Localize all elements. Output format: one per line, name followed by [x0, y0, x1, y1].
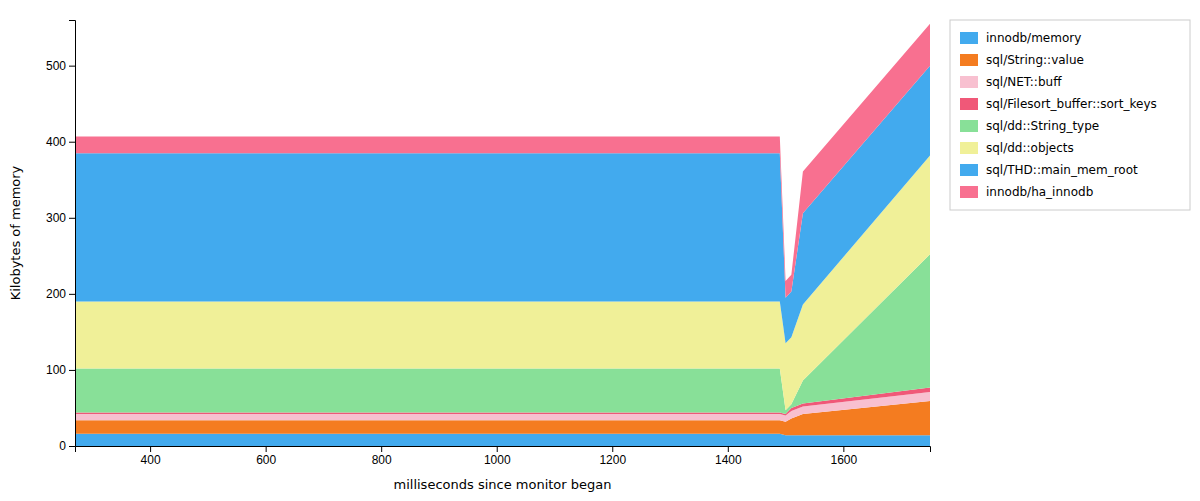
tick-mark	[381, 446, 382, 452]
legend-swatch	[960, 32, 978, 44]
tick: 200	[46, 287, 75, 301]
tick: 600	[256, 446, 276, 467]
tick: 1000	[484, 446, 511, 467]
tick: 0	[59, 439, 75, 453]
legend-swatch	[960, 120, 978, 132]
tick: 100	[46, 363, 75, 377]
plot: 400 600 800 1000 1200 1400 1600 0 100 200 300 400 50…	[46, 21, 931, 467]
tick-label: 400	[141, 453, 161, 467]
x-axis: 400 600 800 1000 1200 1400 1600	[76, 446, 931, 467]
legend-item: innodb/ha_innodb	[960, 185, 1093, 199]
tick-mark	[612, 446, 613, 452]
tick-label: 400	[46, 135, 66, 149]
legend-swatch	[960, 164, 978, 176]
tick-label: 100	[46, 363, 66, 377]
tick: 400	[141, 446, 161, 467]
legend-label: sql/dd::objects	[986, 141, 1074, 155]
legend-label: sql/THD::main_mem_root	[986, 163, 1138, 177]
tick-label: 1600	[830, 453, 857, 467]
legend-item: innodb/memory	[960, 31, 1081, 45]
legend-label: innodb/memory	[986, 31, 1081, 45]
x-axis-title: milliseconds since monitor began	[394, 477, 612, 492]
tick: 800	[372, 446, 392, 467]
axis-line	[69, 21, 76, 447]
tick-label: 500	[46, 59, 66, 73]
tick-mark	[69, 294, 75, 295]
axis-line	[76, 447, 931, 453]
tick-mark	[843, 446, 844, 452]
legend-item: sql/dd::objects	[960, 141, 1074, 155]
legend-item: sql/dd::String_type	[960, 119, 1099, 133]
tick-label: 300	[46, 211, 66, 225]
tick-mark	[69, 218, 75, 219]
tick-mark	[69, 142, 75, 143]
legend-item: sql/THD::main_mem_root	[960, 163, 1138, 177]
legend: innodb/memorysql/String::valuesql/NET::b…	[950, 20, 1190, 210]
tick-mark	[69, 370, 75, 371]
legend-label: sql/Filesort_buffer::sort_keys	[986, 97, 1157, 111]
legend-item: sql/NET::buff	[960, 75, 1062, 89]
legend-swatch	[960, 142, 978, 154]
legend-swatch	[960, 98, 978, 110]
tick-mark	[728, 446, 729, 452]
legend-box	[950, 20, 1190, 210]
tick-label: 1400	[715, 453, 742, 467]
tick-label: 200	[46, 287, 66, 301]
tick: 1600	[830, 446, 857, 467]
legend-label: sql/String::value	[986, 53, 1084, 67]
tick-mark	[266, 446, 267, 452]
legend-item: sql/String::value	[960, 53, 1084, 67]
legend-label: innodb/ha_innodb	[986, 185, 1093, 199]
chart: 400 600 800 1000 1200 1400 1600 0 100 200 300 400 50…	[0, 0, 1200, 501]
legend-label: sql/dd::String_type	[986, 119, 1099, 133]
legend-swatch	[960, 54, 978, 66]
tick: 400	[46, 135, 75, 149]
tick-mark	[497, 446, 498, 452]
legend-label: sql/NET::buff	[986, 75, 1062, 89]
legend-swatch	[960, 76, 978, 88]
y-axis: 0 100 200 300 400 500	[46, 21, 76, 454]
tick-mark	[69, 446, 75, 447]
tick-label: 0	[59, 439, 66, 453]
tick-label: 1000	[484, 453, 511, 467]
legend-swatch	[960, 186, 978, 198]
tick-mark	[150, 446, 151, 452]
tick-label: 1200	[599, 453, 626, 467]
tick: 1200	[599, 446, 626, 467]
legend-item: sql/Filesort_buffer::sort_keys	[960, 97, 1157, 111]
tick: 500	[46, 59, 75, 73]
tick: 1400	[715, 446, 742, 467]
y-axis-title: Kilobytes of memory	[8, 165, 23, 300]
areas	[75, 24, 930, 446]
tick: 300	[46, 211, 75, 225]
area	[75, 24, 930, 298]
tick-label: 600	[256, 453, 276, 467]
tick-mark	[69, 66, 75, 67]
tick-label: 800	[372, 453, 392, 467]
area	[75, 434, 930, 446]
